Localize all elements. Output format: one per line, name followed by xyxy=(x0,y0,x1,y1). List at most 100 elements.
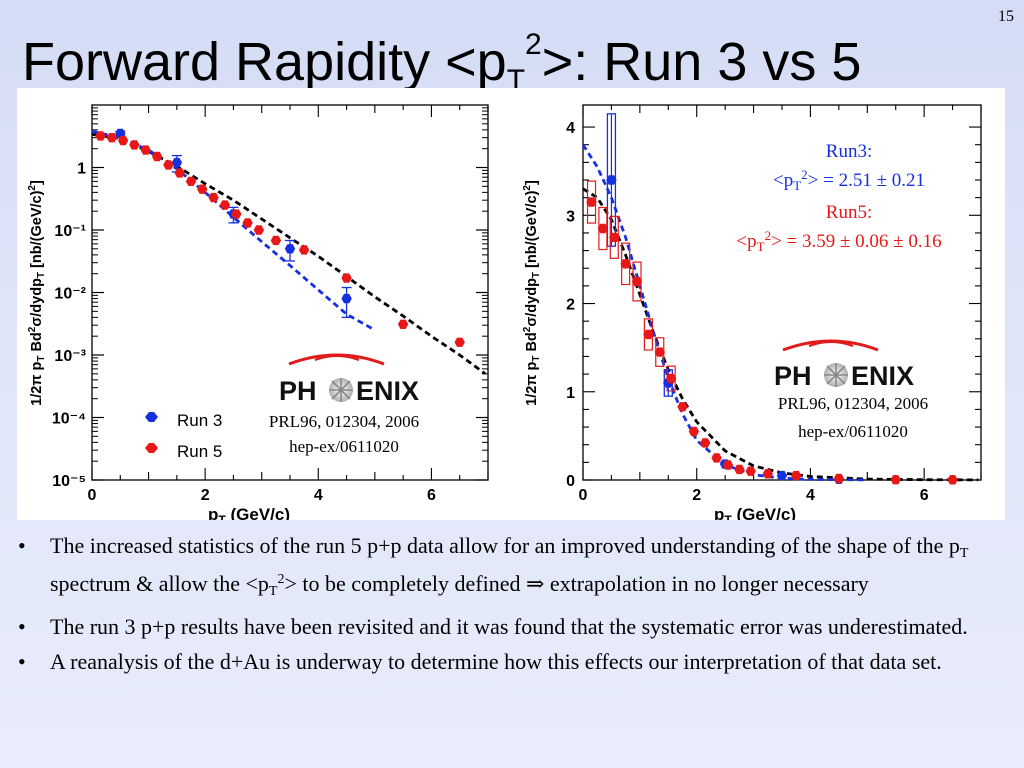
y-tick-label: 10⁻² xyxy=(54,286,86,303)
run3-annotation-pre: <p xyxy=(773,170,793,191)
data-point-run-5 xyxy=(643,329,654,340)
run5-annotation-pre: <p xyxy=(736,231,756,252)
data-point-run-5 xyxy=(890,475,901,485)
phenix-logo: PH ENIX xyxy=(774,339,914,391)
right-y-axis-title: 1/2π pT Bd2σ/dydpT [nb/(GeV/c)2] xyxy=(522,180,542,406)
y-tick-label: 1 xyxy=(566,385,575,402)
run3-annotation-post: > = 2.51 ± 0.21 xyxy=(808,170,925,191)
data-point-run-5 xyxy=(665,373,677,384)
data-point-run-3 xyxy=(776,470,788,481)
data-point-run-5 xyxy=(700,438,711,448)
left-axis-ticks xyxy=(91,105,489,481)
right-data-points xyxy=(586,113,958,485)
data-point-run-5 xyxy=(270,235,282,246)
run5-annotation-post: > = 3.59 ± 0.06 ± 0.16 xyxy=(771,231,942,252)
data-point-run-5 xyxy=(163,160,174,170)
y-tick-label: 10⁻¹ xyxy=(54,223,86,240)
bullet-text: A reanalysis of the d+Au is underway to … xyxy=(50,649,942,674)
data-point-run-3 xyxy=(115,128,126,139)
data-point-run-5 xyxy=(140,145,151,155)
run5-annotation-sub: T xyxy=(757,239,765,254)
phenix-logo: PH ENIX xyxy=(279,353,419,406)
bullet-item-dau-reanalysis: • A reanalysis of the d+Au is underway to… xyxy=(18,649,1013,675)
run3-annotation-sub: T xyxy=(793,178,801,193)
data-point-run-5 xyxy=(253,225,265,235)
data-point-run-5 xyxy=(620,259,631,269)
x-tick-label: 4 xyxy=(806,487,815,504)
x-tick-label: 0 xyxy=(579,487,588,504)
y-tick-label: 10⁻⁵ xyxy=(52,473,86,490)
slide-number: 15 xyxy=(998,8,1014,25)
right-x-axis-title: pT (GeV/c) xyxy=(714,505,796,520)
data-point-run-5 xyxy=(151,151,163,162)
data-point-run-5 xyxy=(95,131,106,141)
data-point-run-5 xyxy=(454,337,465,347)
bullet-marker: • xyxy=(18,533,26,558)
data-point-run-5 xyxy=(711,453,722,463)
data-point-run-5 xyxy=(734,464,745,475)
data-point-run-5 xyxy=(117,135,129,146)
left-y-tick-labels: 10⁻⁵ 10⁻⁴ 10⁻³ 10⁻² 10⁻¹ 1 xyxy=(52,161,86,491)
y-tick-label: 4 xyxy=(566,120,575,137)
run5-annotation-value: <pT2> = 3.59 ± 0.06 ± 0.16 xyxy=(736,228,941,254)
right-reference-journal: PRL96, 012304, 2006 xyxy=(778,394,928,413)
y-tick-label: 2 xyxy=(566,297,575,314)
slide-title: Forward Rapidity <pT2>: Run 3 vs 5 xyxy=(22,28,861,97)
right-plot-frame xyxy=(582,104,982,481)
bullet-text-pre: The increased statistics of the run 5 p+… xyxy=(50,533,960,558)
legend: Run 3 Run 5 xyxy=(145,411,222,461)
y-tick-label: 1 xyxy=(77,161,86,178)
y-tick-label: 10⁻³ xyxy=(54,348,86,365)
svg-text:PH: PH xyxy=(279,376,317,406)
data-point-run-5 xyxy=(631,276,643,287)
bullet-marker: • xyxy=(18,649,26,674)
right-y-tick-labels: 0 1 2 3 4 xyxy=(566,120,575,490)
data-point-run-3 xyxy=(284,244,296,254)
run3-annotation-value: <pT2> = 2.51 ± 0.21 xyxy=(773,167,925,193)
data-point-run-5 xyxy=(597,223,609,234)
data-point-run-5 xyxy=(745,466,756,476)
data-point-run-5 xyxy=(397,319,409,329)
left-y-axis-title: 1/2π pT Bd2σ/dydpT [nb/(GeV/c)2] xyxy=(27,180,47,406)
fit-curve-run-3-fit xyxy=(91,129,376,332)
data-point-run-5 xyxy=(762,469,773,479)
y-tick-label: 0 xyxy=(566,473,575,490)
right-chart: 0 2 4 6 0 1 2 3 4 pT (GeV/c) 1/2π pT Bd2σ/dydpT… xyxy=(522,104,982,520)
legend-label-run5: Run 5 xyxy=(177,442,222,461)
data-point-run-5 xyxy=(106,133,117,143)
bullet-subscript: T xyxy=(268,584,278,599)
data-point-run-5 xyxy=(586,197,597,207)
data-point-run-5 xyxy=(677,402,688,412)
data-point-run-5 xyxy=(341,273,352,283)
legend-label-run3: Run 3 xyxy=(177,411,222,430)
figure-svg: 0 2 4 6 10⁻⁵ 10⁻⁴ 10⁻³ 10⁻² 10⁻¹ 1 pT (GeV/c) 1/… xyxy=(27,104,982,520)
bullet-marker: • xyxy=(18,614,26,639)
svg-text:PH: PH xyxy=(774,361,812,391)
data-point-run-5 xyxy=(185,176,197,186)
data-point-run-5 xyxy=(219,200,231,210)
data-point-run-5 xyxy=(242,218,253,228)
left-data-points xyxy=(95,128,465,347)
data-point-run-5 xyxy=(947,475,958,485)
data-point-run-5 xyxy=(791,470,802,481)
data-point-run-3 xyxy=(341,293,352,304)
left-reference-journal: PRL96, 012304, 2006 xyxy=(269,412,419,431)
data-point-run-5 xyxy=(609,232,620,242)
data-point-run-5 xyxy=(833,473,845,484)
bullet-superscript: 2 xyxy=(277,572,285,587)
figure-panel: 0 2 4 6 10⁻⁵ 10⁻⁴ 10⁻³ 10⁻² 10⁻¹ 1 pT (GeV/c) 1/… xyxy=(17,88,1005,520)
x-tick-label: 0 xyxy=(88,487,97,504)
run3-annotation-label: Run3: xyxy=(826,141,872,162)
y-tick-label: 3 xyxy=(566,208,575,225)
x-tick-label: 6 xyxy=(920,487,929,504)
run3-annotation-sup: 2 xyxy=(801,167,808,182)
run5-annotation-sup: 2 xyxy=(765,228,772,243)
data-point-run-5 xyxy=(298,245,310,255)
title-text-post: >: Run 3 vs 5 xyxy=(541,32,862,92)
legend-marker-run3 xyxy=(145,412,158,422)
data-point-run-5 xyxy=(722,460,734,470)
data-point-run-3 xyxy=(606,175,617,185)
svg-text:ENIX: ENIX xyxy=(356,376,419,406)
data-point-run-3 xyxy=(171,157,183,168)
data-point-run-5 xyxy=(174,168,185,178)
